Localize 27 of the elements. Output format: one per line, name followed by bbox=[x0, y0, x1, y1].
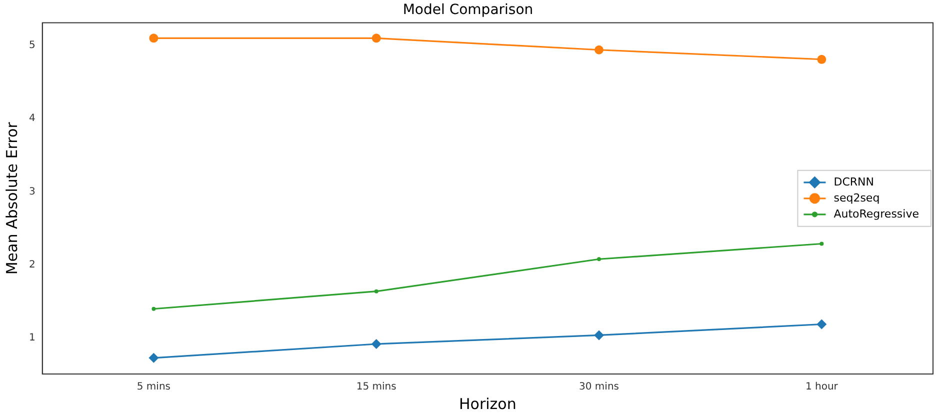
y-tick-label: 3 bbox=[28, 186, 36, 198]
point bbox=[817, 54, 826, 64]
x-tick-label: 30 mins bbox=[579, 382, 620, 393]
x-tick-label: 5 mins bbox=[136, 382, 170, 393]
x-tick-label: 15 mins bbox=[356, 382, 396, 393]
point bbox=[594, 330, 604, 340]
y-tick-label: 5 bbox=[28, 40, 36, 52]
point bbox=[149, 34, 158, 43]
point bbox=[372, 34, 381, 43]
legend-label: seq2seq bbox=[834, 191, 880, 204]
y-tick-label: 2 bbox=[28, 260, 36, 271]
point bbox=[148, 352, 159, 363]
point bbox=[816, 319, 827, 330]
point bbox=[371, 339, 382, 349]
point bbox=[597, 257, 602, 262]
chart-title: Model Comparison bbox=[402, 2, 534, 18]
y-tick-label: 1 bbox=[28, 332, 36, 344]
legend-label: AutoRegressive bbox=[834, 207, 920, 220]
x-axis-title: Horizon bbox=[459, 394, 516, 413]
point bbox=[152, 306, 156, 311]
x-tick-label: 1 hour bbox=[805, 382, 839, 393]
y-tick-label: 4 bbox=[28, 113, 36, 124]
point bbox=[594, 45, 604, 54]
point bbox=[374, 289, 378, 294]
legend-label: DCRNN bbox=[834, 175, 874, 188]
y-axis-title: Mean Absolute Error bbox=[2, 121, 21, 275]
point bbox=[820, 242, 824, 246]
